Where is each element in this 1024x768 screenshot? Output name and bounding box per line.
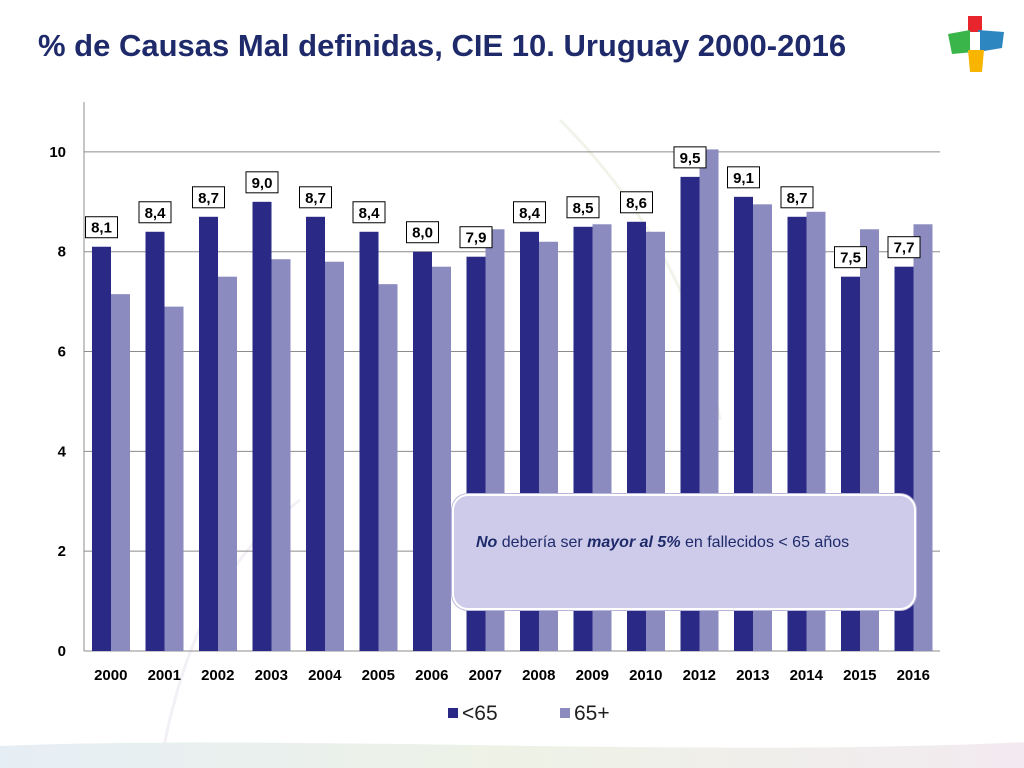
bar-65-plus: [378, 284, 398, 651]
page-title: % de Causas Mal definidas, CIE 10. Urugu…: [38, 28, 847, 63]
y-tick-label: 6: [58, 344, 66, 361]
y-tick-label: 8: [58, 244, 66, 261]
x-tick-label: 2010: [629, 667, 662, 684]
x-tick-label: 2009: [576, 667, 609, 684]
svg-text:8,7: 8,7: [787, 190, 808, 207]
svg-text:9,5: 9,5: [680, 150, 701, 167]
bar-under-65: [306, 216, 325, 652]
x-tick-label: 2012: [683, 667, 716, 684]
data-label: 9,5: [673, 146, 707, 169]
note-callout: No debería ser mayor al 5% en fallecidos…: [452, 494, 916, 610]
note-text-2: en fallecidos < 65 años: [680, 534, 850, 551]
x-tick-label: 2000: [94, 667, 127, 684]
chart-data-labels: 8,1 8,4 8,7 9,0 8,7 8,4 8,0 7,9 8,4 8,5 8,6 9,5 9,1 8…: [85, 146, 921, 269]
legend-swatch: [560, 708, 570, 718]
bar-under-65: [199, 216, 218, 652]
svg-text:8,6: 8,6: [626, 195, 647, 212]
x-tick-label: 2002: [201, 667, 234, 684]
x-tick-label: 2015: [843, 667, 876, 684]
data-label: 9,0: [245, 171, 279, 194]
data-label: 8,7: [299, 186, 332, 209]
legend-item: 65+: [560, 702, 610, 725]
svg-text:7,9: 7,9: [466, 230, 487, 247]
data-label: 8,7: [192, 186, 225, 209]
data-label: 8,5: [566, 196, 600, 219]
svg-text:7,7: 7,7: [894, 240, 915, 257]
data-label: 7,7: [887, 236, 921, 259]
x-tick-label: 2014: [790, 667, 824, 684]
x-tick-label: 2008: [522, 667, 555, 684]
x-tick-label: 2006: [415, 667, 448, 684]
data-label: 8,4: [352, 201, 386, 224]
y-tick-label: 0: [58, 643, 66, 660]
svg-text:8,4: 8,4: [359, 205, 381, 222]
x-tick-label: 2003: [255, 667, 288, 684]
y-tick-label: 10: [49, 144, 66, 161]
legend-item: <65: [448, 702, 498, 725]
svg-text:7,5: 7,5: [840, 250, 861, 267]
note-emphasis-limit: mayor al 5%: [587, 534, 681, 551]
data-label: 8,6: [620, 191, 653, 214]
bar-under-65: [252, 201, 272, 651]
x-tick-label: 2005: [362, 667, 395, 684]
x-tick-label: 2016: [897, 667, 930, 684]
data-label: 7,5: [834, 246, 867, 269]
svg-text:8,4: 8,4: [519, 205, 541, 222]
chart-legend: <65 65+: [448, 702, 610, 725]
y-tick-label: 4: [58, 443, 67, 460]
data-label: 8,4: [138, 201, 172, 224]
data-label: 8,1: [85, 216, 118, 239]
bar-65-plus: [432, 266, 451, 651]
bar-under-65: [92, 246, 111, 651]
bar-65-plus: [913, 224, 933, 651]
data-label: 8,7: [780, 186, 814, 209]
svg-text:9,0: 9,0: [252, 175, 273, 192]
chart-axes: 0 2 4 6 8 10 2000 2001 2002 2003 2004 2005 2006 2007 2…: [49, 102, 930, 684]
legend-swatch: [448, 708, 458, 718]
y-tick-label: 2: [58, 543, 66, 560]
bar-65-plus: [111, 294, 130, 651]
svg-text:8,5: 8,5: [573, 200, 594, 217]
svg-text:8,7: 8,7: [198, 190, 219, 207]
health-cross-logo-icon: [948, 16, 1004, 72]
svg-text:8,0: 8,0: [412, 225, 433, 242]
bar-65-plus: [325, 261, 344, 651]
x-tick-label: 2013: [736, 667, 769, 684]
legend-label: 65+: [574, 702, 610, 725]
svg-text:8,7: 8,7: [305, 190, 326, 207]
legend-label: <65: [462, 702, 498, 725]
bottom-decoration-strip: [0, 742, 1024, 768]
x-tick-label: 2004: [308, 667, 342, 684]
svg-text:9,1: 9,1: [733, 170, 754, 187]
note-text-1: debería ser: [497, 534, 588, 551]
svg-text:8,4: 8,4: [145, 205, 167, 222]
data-label: 8,0: [406, 221, 439, 244]
bar-under-65: [145, 231, 165, 651]
data-label: 9,1: [727, 166, 760, 189]
data-label: 7,9: [459, 226, 493, 249]
bar-65-plus: [164, 306, 184, 651]
svg-text:8,1: 8,1: [91, 220, 112, 237]
bar-65-plus: [271, 259, 291, 651]
data-label: 8,4: [513, 201, 546, 224]
x-tick-label: 2001: [148, 667, 181, 684]
bar-under-65: [359, 231, 379, 651]
x-tick-label: 2007: [469, 667, 502, 684]
bar-under-65: [413, 251, 432, 651]
note-emphasis-no: No: [476, 534, 498, 551]
bar-65-plus: [218, 276, 237, 651]
